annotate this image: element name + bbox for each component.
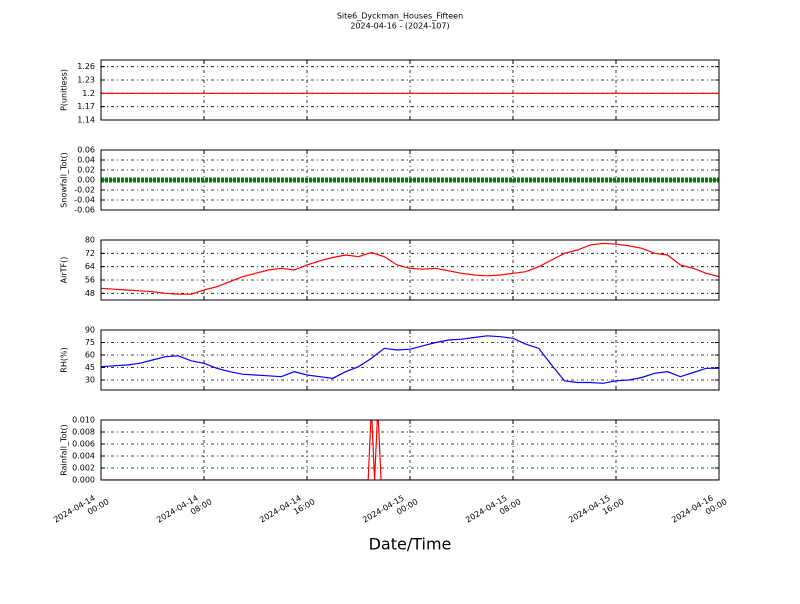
series-line bbox=[101, 335, 719, 384]
x-tick-label: 2024-04-1416:00 bbox=[258, 488, 316, 533]
y-tick-label: 90 bbox=[85, 326, 95, 335]
x-axis-label: Date/Time bbox=[369, 535, 452, 554]
plot-frame bbox=[100, 419, 720, 481]
x-tick-label: 2024-04-1500:00 bbox=[361, 488, 419, 533]
y-tick-label: 75 bbox=[85, 338, 95, 347]
y-tick-label: 72 bbox=[85, 249, 95, 258]
x-tick-label: 2024-04-1508:00 bbox=[464, 488, 522, 533]
plot-frame bbox=[100, 239, 720, 301]
y-tick-label: 1.26 bbox=[77, 62, 95, 71]
y-tick-label: 0.004 bbox=[72, 452, 95, 461]
y-tick-label: 56 bbox=[85, 276, 95, 285]
y-tick-label: 45 bbox=[85, 363, 95, 372]
chart-title: Site6_Dyckman_Houses_Fifteen bbox=[337, 12, 463, 21]
y-tick-label: 0.008 bbox=[72, 428, 95, 437]
y-tick-label: 80 bbox=[85, 236, 95, 245]
x-tick-label: 2024-04-1400:00 bbox=[52, 488, 110, 533]
x-tick-label: 2024-04-1600:00 bbox=[670, 488, 728, 533]
y-tick-label: 1.14 bbox=[77, 116, 95, 125]
y-tick-label: 0.04 bbox=[77, 156, 95, 165]
chart-subtitle: 2024-04-16 - (2024-107) bbox=[350, 22, 449, 31]
plot-frame bbox=[100, 329, 720, 391]
y-axis-label: AirTF() bbox=[60, 257, 69, 284]
y-tick-label: 1.2 bbox=[82, 89, 95, 98]
x-tick-label: 2024-04-1408:00 bbox=[155, 488, 213, 533]
y-tick-label: 1.17 bbox=[77, 102, 95, 111]
y-tick-label: 0.006 bbox=[72, 440, 95, 449]
y-tick-label: -0.04 bbox=[74, 196, 95, 205]
y-tick-label: 60 bbox=[85, 351, 95, 360]
y-tick-label: 0.06 bbox=[77, 146, 95, 155]
y-tick-label: 0.02 bbox=[77, 166, 95, 175]
y-tick-label: 0.002 bbox=[72, 464, 95, 473]
y-axis-label: P(unitless) bbox=[60, 69, 69, 111]
plot-frame bbox=[100, 59, 720, 121]
x-tick-label: 2024-04-1516:00 bbox=[567, 488, 625, 533]
y-tick-label: 0.00 bbox=[77, 176, 95, 185]
y-tick-label: -0.06 bbox=[74, 206, 95, 215]
y-tick-label: 1.23 bbox=[77, 76, 95, 85]
y-tick-label: 48 bbox=[85, 289, 95, 298]
y-axis-label: RH(%) bbox=[60, 347, 69, 372]
y-axis-label: Rainfall_Tot() bbox=[60, 424, 69, 476]
y-tick-label: 0.010 bbox=[72, 416, 95, 425]
y-tick-label: 64 bbox=[85, 262, 95, 271]
y-tick-label: 30 bbox=[85, 376, 95, 385]
series-line bbox=[101, 242, 719, 295]
y-tick-label: -0.02 bbox=[74, 186, 95, 195]
plot-frame bbox=[100, 149, 720, 211]
y-tick-label: 0.000 bbox=[72, 476, 95, 485]
y-axis-label: Snowfall_Tot() bbox=[60, 152, 69, 208]
